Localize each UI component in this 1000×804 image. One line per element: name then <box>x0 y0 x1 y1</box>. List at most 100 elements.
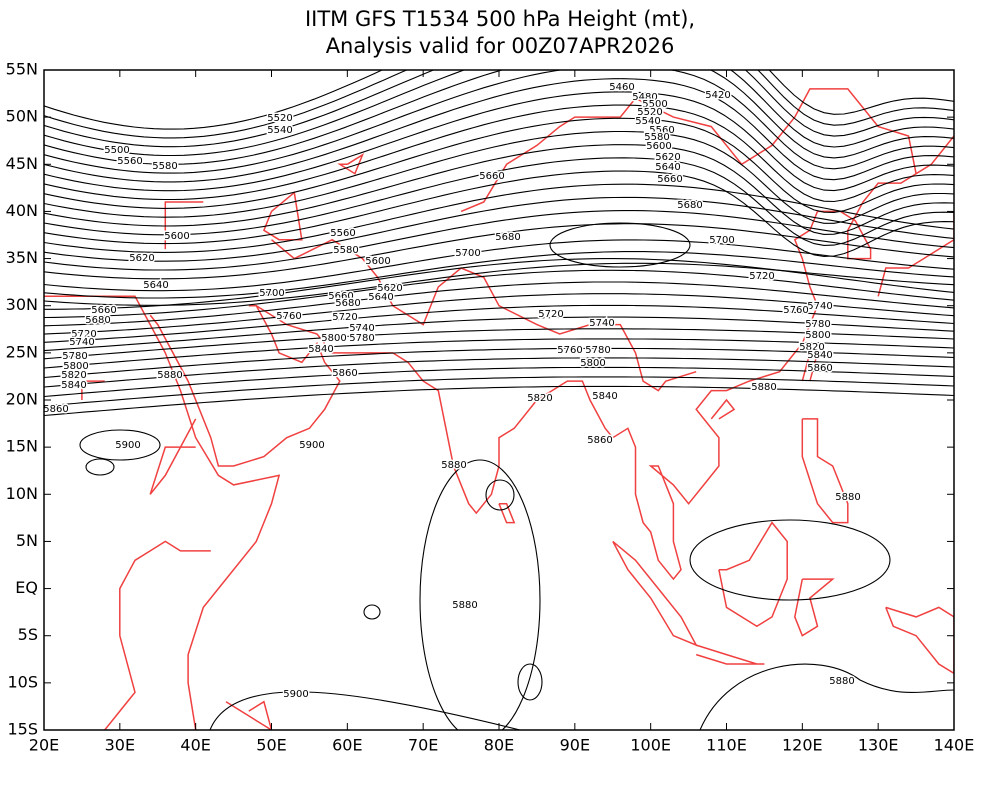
contour-label: 5600 <box>365 256 390 267</box>
coastline <box>498 502 516 524</box>
contour <box>44 70 954 130</box>
x-tick-label: 60E <box>332 736 362 755</box>
contour <box>44 357 954 388</box>
contour-label: 5900 <box>283 689 308 700</box>
contour-label: 5640 <box>368 292 393 303</box>
coastlines <box>44 88 954 730</box>
contour-label: 5600 <box>646 141 671 152</box>
contour-label: 5860 <box>807 363 832 374</box>
contour-label: 5700 <box>455 248 480 259</box>
contour <box>44 251 954 299</box>
contour-label: 5520 <box>637 107 662 118</box>
contour <box>44 281 954 327</box>
contour-label: 5840 <box>308 344 333 355</box>
contour-label: 5480 <box>632 92 657 103</box>
contour-label: 5820 <box>799 342 824 353</box>
x-tick-label: 70E <box>408 736 438 755</box>
contour-loop <box>363 604 381 620</box>
contour-label: 5680 <box>495 232 520 243</box>
contour-label: 5580 <box>333 245 358 256</box>
contour <box>44 269 954 319</box>
y-tick-label: 55N <box>6 60 38 79</box>
y-tick-label: 10N <box>6 484 38 503</box>
y-tick-label: 40N <box>6 201 38 220</box>
contour-label: 5900 <box>115 440 140 451</box>
contour-label: 5860 <box>43 404 68 415</box>
coastline <box>337 153 365 175</box>
contour-label: 5500 <box>642 99 667 110</box>
contour-label: 5660 <box>328 291 353 302</box>
contour <box>44 262 954 306</box>
contour-loop <box>517 663 543 701</box>
contour-label: 5500 <box>104 145 129 156</box>
y-tick-label: 20N <box>6 390 38 409</box>
coastline <box>710 398 736 420</box>
contour-label: 5580 <box>152 161 177 172</box>
y-tick-label: 30N <box>6 295 38 314</box>
contour-label: 5560 <box>330 228 355 239</box>
coastline <box>877 209 954 297</box>
contour-label: 5780 <box>349 333 374 344</box>
contour-label: 5620 <box>655 152 680 163</box>
y-tick-label: 45N <box>6 154 38 173</box>
contour-label: 5760 <box>783 305 808 316</box>
contour-label: 5740 <box>349 323 374 334</box>
x-tick-label: 100E <box>630 736 671 755</box>
contour <box>44 258 954 310</box>
contour-label: 5540 <box>267 125 292 136</box>
x-tick-label: 140E <box>934 736 975 755</box>
coastline <box>801 418 849 524</box>
contour-label: 5880 <box>829 676 854 687</box>
y-tick-label: 15N <box>6 437 38 456</box>
contour <box>44 144 954 235</box>
y-tick-label: 50N <box>6 107 38 126</box>
contour-label: 5820 <box>61 370 86 381</box>
contour-label: 5720 <box>749 271 774 282</box>
contour <box>44 78 954 183</box>
contour-label: 5860 <box>587 435 612 446</box>
contour <box>44 130 954 224</box>
contour <box>44 157 954 246</box>
y-tick-label: 25N <box>6 342 38 361</box>
contour <box>44 91 954 192</box>
contour-label: 5840 <box>61 380 86 391</box>
contour-label: 5860 <box>332 368 357 379</box>
contour-label: 5680 <box>335 298 360 309</box>
coastline <box>794 578 835 637</box>
frame <box>43 69 955 731</box>
contour-loop <box>689 519 891 601</box>
contour-label: 5420 <box>705 90 730 101</box>
contour-label: 5880 <box>751 382 776 393</box>
axes: 20E 30E 40E 50E 60E 70E 80E 90E 100E 110E 120E 130E… <box>6 60 975 755</box>
contour-label: 5460 <box>609 82 634 93</box>
x-tick-label: 120E <box>782 736 823 755</box>
contour <box>44 366 954 398</box>
contour <box>44 170 954 258</box>
contour-label: 5640 <box>143 280 168 291</box>
contour-label: 5700 <box>259 288 284 299</box>
x-tick-label: 130E <box>858 736 899 755</box>
contour-label: 5800 <box>805 330 830 341</box>
contour-label: 5560 <box>117 156 142 167</box>
contour-loop <box>485 479 515 511</box>
contour-label: 5620 <box>377 283 402 294</box>
contour <box>44 210 954 271</box>
contour-label: 5840 <box>592 391 617 402</box>
x-tick-label: 110E <box>706 736 747 755</box>
contour <box>44 196 954 262</box>
contour <box>44 239 954 292</box>
contour-loop <box>549 222 691 268</box>
x-tick-label: 40E <box>180 736 210 755</box>
contour-label: 5780 <box>585 345 610 356</box>
y-tick-label: EQ <box>15 578 38 597</box>
contour-label: 5600 <box>164 231 189 242</box>
contour-label: 5880 <box>452 600 477 611</box>
contour-label: 5540 <box>635 116 660 127</box>
contour-label: 5720 <box>538 309 563 320</box>
contour-label: 5800 <box>580 358 605 369</box>
y-tick-label: 5S <box>18 625 38 644</box>
y-tick-label: 5N <box>16 531 38 550</box>
contour <box>209 691 521 730</box>
coastline <box>225 700 273 730</box>
